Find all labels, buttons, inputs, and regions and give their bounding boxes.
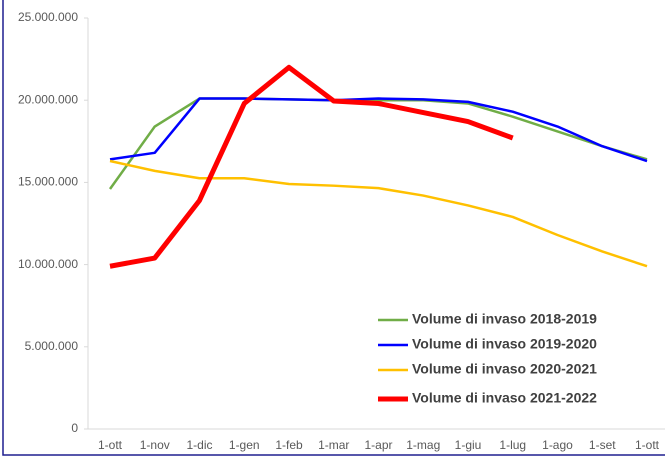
legend-label: Volume di invaso 2019-2020	[412, 336, 597, 352]
legend-label: Volume di invaso 2021-2022	[412, 390, 597, 406]
x-tick-label: 1-ott	[635, 438, 660, 452]
y-tick-label: 10.000.000	[18, 257, 78, 271]
y-tick-label: 15.000.000	[18, 175, 78, 189]
series-line	[109, 64, 514, 269]
y-tick-label: 5.000.000	[25, 339, 79, 353]
legend-label: Volume di invaso 2018-2019	[412, 311, 597, 327]
x-tick-label: 1-gen	[229, 438, 260, 452]
x-tick-label: 1-lug	[499, 438, 526, 452]
y-tick-label: 0	[71, 421, 78, 435]
x-tick-label: 1-mar	[318, 438, 349, 452]
x-tick-label: 1-nov	[140, 438, 170, 452]
series-line	[108, 97, 648, 190]
y-tick-label: 25.000.000	[18, 10, 78, 24]
y-tick-label: 20.000.000	[18, 92, 78, 106]
legend-label: Volume di invaso 2020-2021	[412, 361, 597, 377]
x-tick-label: 1-ott	[98, 438, 123, 452]
x-tick-label: 1-feb	[275, 438, 303, 452]
x-tick-label: 1-apr	[364, 438, 392, 452]
x-tick-label: 1-dic	[186, 438, 212, 452]
series-line	[109, 97, 648, 163]
series-line	[109, 159, 648, 268]
x-tick-label: 1-mag	[406, 438, 440, 452]
x-tick-label: 1-ago	[542, 438, 573, 452]
x-tick-label: 1-giu	[455, 438, 482, 452]
x-tick-label: 1-set	[589, 438, 616, 452]
